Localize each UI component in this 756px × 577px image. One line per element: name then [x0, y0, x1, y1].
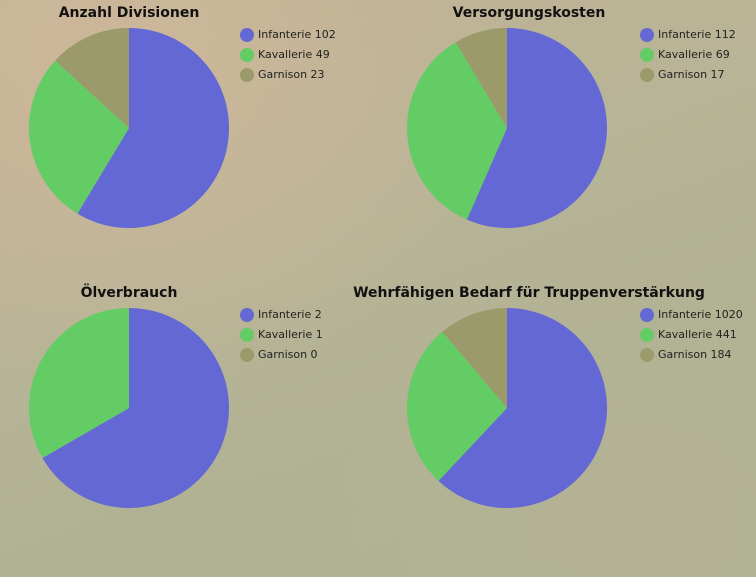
pie-slice-kavallerie	[28, 60, 129, 214]
pie-chart	[407, 308, 607, 508]
pie-slice-garnison	[442, 308, 507, 408]
legend-label: Kavallerie 1	[258, 328, 323, 341]
chart-title: Ölverbrauch	[80, 285, 178, 301]
chart-panel-supply-costs: Versorgungskosten Infanterie 112 Kavalle…	[378, 0, 756, 288]
pie-chart	[29, 308, 229, 508]
legend-swatch	[640, 48, 654, 62]
legend-swatch	[240, 328, 254, 342]
legend-swatch	[640, 328, 654, 342]
legend-swatch	[640, 308, 654, 322]
chart-panel-oil: Ölverbrauch Infanterie 2 Kavallerie 1 Ga…	[0, 280, 378, 568]
pie-slice-kavallerie	[407, 331, 507, 481]
pie-slice-infanterie	[42, 308, 229, 508]
legend-label: Garnison 23	[258, 68, 325, 81]
legend-swatch	[640, 68, 654, 82]
pie-slice-kavallerie	[29, 308, 129, 458]
legend-label: Kavallerie 69	[658, 48, 730, 61]
legend-swatch	[640, 348, 654, 362]
legend-label: Kavallerie 441	[658, 328, 737, 341]
legend-swatch	[240, 348, 254, 362]
pie-slice-infanterie	[466, 28, 607, 229]
legend-label: Garnison 184	[658, 348, 732, 361]
legend-label: Garnison 0	[258, 348, 318, 361]
legend-swatch	[240, 48, 254, 62]
chart-title: Anzahl Divisionen	[58, 5, 200, 21]
pie-slice-infanterie	[438, 308, 607, 508]
legend-label: Infanterie 112	[658, 28, 736, 41]
legend-swatch	[240, 28, 254, 42]
legend-label: Infanterie 102	[258, 28, 336, 41]
legend-label: Infanterie 2	[258, 308, 322, 321]
pie-slice-infanterie	[77, 28, 229, 228]
legend-swatch	[240, 68, 254, 82]
legend-label: Garnison 17	[658, 68, 725, 81]
pie-chart	[407, 27, 607, 229]
chart-title: Versorgungskosten	[452, 5, 606, 21]
legend-label: Kavallerie 49	[258, 48, 330, 61]
legend-swatch	[640, 28, 654, 42]
pie-chart	[28, 28, 229, 228]
pie-slice-garnison	[455, 27, 507, 128]
chart-title: Wehrfähigen Bedarf für Truppenverstärkun…	[353, 285, 705, 301]
chart-panel-manpower: Wehrfähigen Bedarf für Truppenverstärkun…	[353, 280, 756, 568]
legend-swatch	[240, 308, 254, 322]
legend-label: Infanterie 1020	[658, 308, 743, 321]
pie-slice-kavallerie	[407, 42, 507, 220]
chart-panel-divisions: Anzahl Divisionen Infanterie 102 Kavalle…	[0, 0, 378, 288]
pie-slice-garnison	[55, 28, 129, 128]
